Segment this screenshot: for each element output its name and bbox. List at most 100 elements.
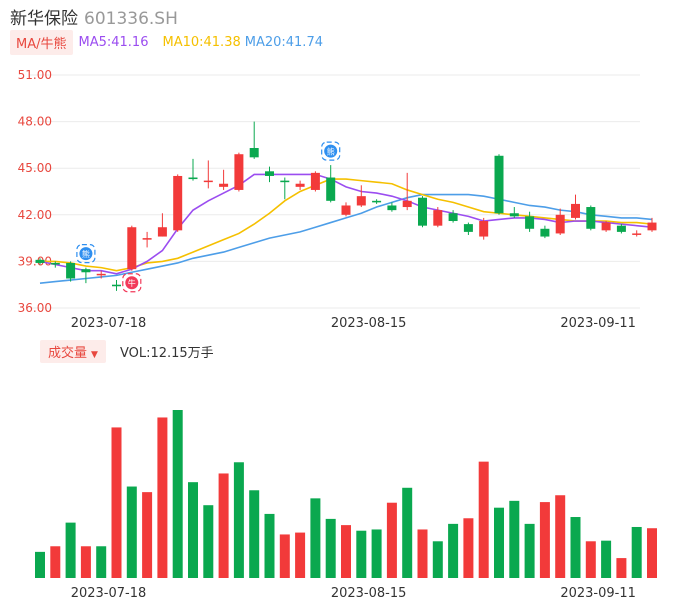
volume-bar	[80, 546, 91, 578]
candle	[555, 208, 565, 235]
candle	[463, 222, 473, 235]
candle-body	[509, 213, 519, 217]
volume-x-tick-label: 2023-07-18	[71, 586, 147, 601]
candle-body	[50, 262, 60, 265]
candle	[203, 160, 213, 189]
candle	[387, 202, 397, 212]
candle-body	[525, 216, 535, 229]
candle-body	[326, 177, 336, 201]
bull-marker-icon-frame	[122, 273, 142, 293]
volume-bar	[295, 532, 306, 578]
candle-body	[372, 200, 382, 203]
bull-marker-icon-text: 牛	[128, 278, 136, 288]
volume-x-tick-label: 2023-09-11	[560, 586, 636, 601]
volume-value: VOL:12.15万手	[119, 345, 214, 361]
candle	[219, 169, 229, 190]
y-tick-label: 39.00	[18, 254, 52, 268]
volume-bar	[386, 502, 397, 578]
volume-bar	[371, 529, 382, 578]
y-tick-label: 48.00	[18, 115, 52, 129]
candle	[265, 166, 274, 183]
volume-bar	[96, 546, 107, 578]
stock-name: 新华保险	[10, 9, 78, 29]
bull-marker-icon-badge	[125, 276, 139, 290]
candle	[188, 158, 198, 181]
candle-body	[173, 175, 183, 231]
bear-marker-icon-frame	[321, 141, 341, 161]
candle-body	[310, 172, 320, 190]
volume-bar	[188, 482, 198, 578]
y-tick-label: 36.00	[18, 301, 52, 315]
candle-body	[203, 180, 213, 183]
volume-bar	[126, 486, 137, 578]
candle-body	[418, 197, 427, 226]
candle-body	[586, 207, 596, 229]
volume-bar	[570, 517, 581, 578]
bear-marker-icon-text: 熊	[327, 147, 335, 157]
ma5-label: MA5:41.16	[78, 34, 149, 50]
candle	[601, 221, 611, 232]
volume-toggle-label: 成交量	[48, 345, 88, 361]
volume-bar	[647, 528, 657, 578]
bull-marker-icon: 牛	[122, 273, 142, 293]
candle	[35, 258, 45, 265]
candle	[571, 194, 580, 220]
candle	[525, 211, 535, 232]
ma20-label: MA20:41.74	[244, 34, 323, 50]
volume-bar	[631, 526, 642, 578]
candle	[448, 210, 458, 223]
x-tick-label: 2023-08-15	[331, 316, 407, 331]
x-tick-label: 2023-07-18	[71, 316, 147, 331]
candle	[372, 199, 382, 204]
volume-bar	[310, 498, 321, 578]
ma-legend: MA/牛熊 MA5:41.16 MA10:41.38 MA20:41.74	[10, 29, 323, 55]
volume-bar	[539, 502, 550, 578]
candle-body	[387, 205, 397, 211]
candle-body	[219, 183, 229, 187]
candle	[509, 207, 519, 218]
candle	[632, 230, 642, 237]
candle-body	[463, 224, 473, 232]
stock-title: 新华保险 601336.SH	[10, 4, 178, 29]
volume-bar	[524, 523, 535, 578]
candle	[586, 205, 596, 231]
volume-bar	[157, 417, 168, 578]
bear-marker-icon-text: 熊	[82, 249, 90, 259]
candle	[157, 213, 167, 237]
volume-bar	[35, 551, 45, 578]
volume-legend: 成交量 ▼ VOL:12.15万手	[40, 339, 214, 363]
volume-bar	[509, 500, 520, 578]
candle	[280, 177, 290, 200]
candle-body	[280, 180, 290, 183]
candle	[81, 267, 91, 284]
volume-bar	[601, 540, 612, 578]
candle	[494, 154, 504, 215]
candle-body	[234, 154, 244, 190]
ma20-line	[39, 193, 653, 284]
volume-toggle-button[interactable]: 成交量 ▼	[40, 339, 106, 363]
candle-body	[265, 171, 274, 176]
candle-body	[188, 177, 198, 180]
volume-bar	[172, 410, 183, 578]
volume-bar	[279, 534, 290, 578]
bear-marker-icon: 熊	[321, 141, 341, 161]
ma-toggle-button[interactable]: MA/牛熊	[10, 29, 73, 55]
volume-bar	[478, 461, 489, 578]
candle-body	[402, 200, 412, 208]
candle	[127, 225, 137, 271]
candle-body	[295, 183, 305, 187]
candle-body	[448, 213, 458, 222]
candle	[647, 217, 657, 232]
candle	[326, 165, 336, 203]
volume-bar	[402, 487, 413, 578]
candle-body	[616, 225, 626, 232]
stock-code: 601336.SH	[84, 9, 178, 29]
volume-bar	[341, 525, 351, 578]
volume-bar	[218, 473, 229, 578]
y-tick-label: 45.00	[18, 161, 52, 175]
candle	[234, 152, 244, 192]
candle	[295, 180, 305, 190]
candle-body	[540, 228, 550, 237]
candle	[479, 217, 489, 240]
